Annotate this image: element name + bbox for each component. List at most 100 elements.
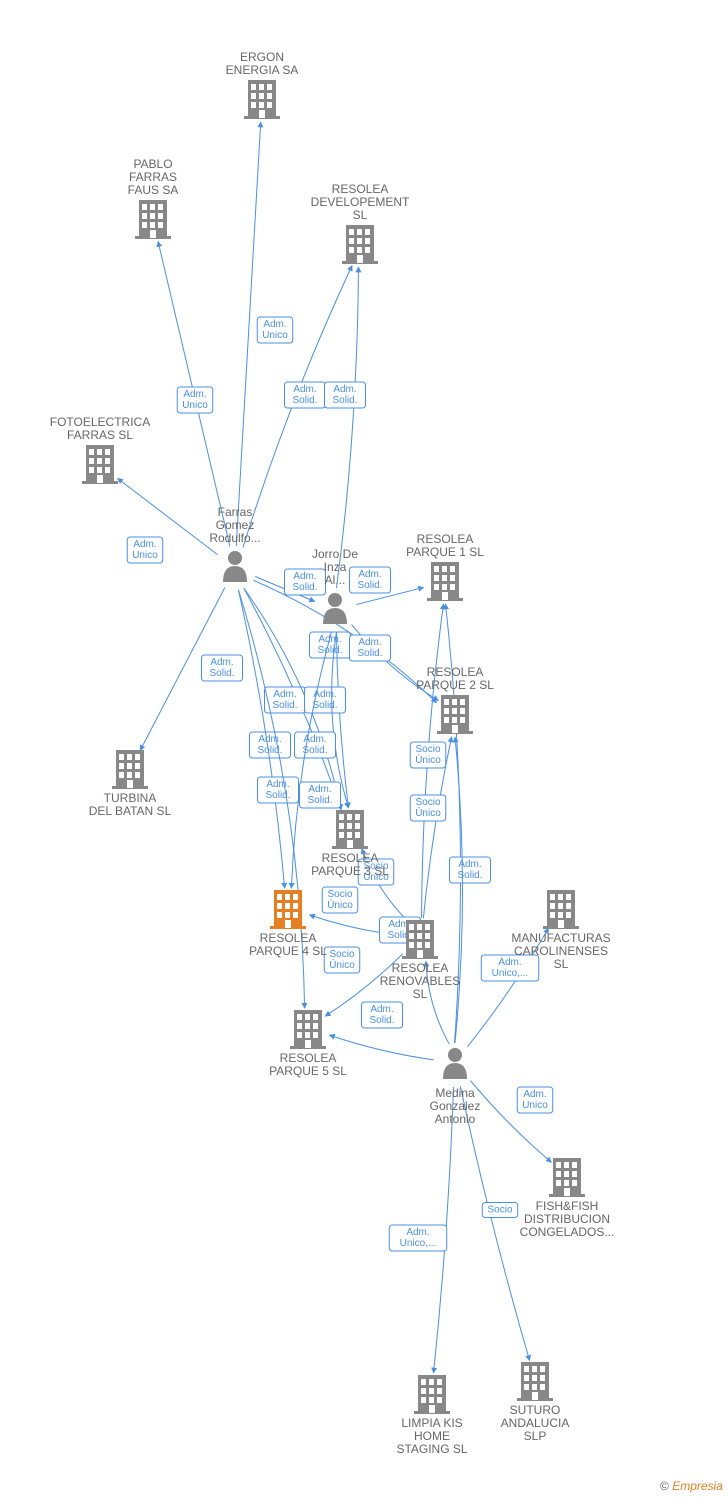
edge-label: Unico [262, 330, 288, 341]
node-label: ENERGIA SA [226, 63, 299, 77]
edge-label: Adm. [406, 1227, 429, 1238]
edge [455, 737, 463, 1043]
node-label: TURBINA [104, 791, 157, 805]
node-fotoelectrica[interactable]: FOTOELECTRICAFARRAS SL [50, 415, 150, 484]
node-label: RESOLEA [417, 532, 474, 546]
node-label: PARQUE 2 SL [416, 678, 494, 692]
node-label: SL [554, 957, 569, 971]
edge [460, 1086, 529, 1360]
node-label: Al... [325, 573, 346, 587]
edge-label: Adm. [358, 569, 381, 580]
node-ergon[interactable]: ERGONENERGIA SA [226, 50, 299, 119]
node-parque2[interactable]: RESOLEAPARQUE 2 SL [416, 665, 494, 734]
edge-label: Solid. [292, 582, 317, 593]
node-parque5[interactable]: RESOLEAPARQUE 5 SL [269, 1010, 347, 1078]
edge-label: Adm. [370, 1004, 393, 1015]
edge [291, 632, 331, 889]
edge-label: Adm. [308, 784, 331, 795]
edge-label: Adm. [293, 384, 316, 395]
node-label: SL [353, 208, 368, 222]
edge-label: Solid. [369, 1015, 394, 1026]
edge-label: Adm. [293, 571, 316, 582]
node-label: Rodulfo... [209, 531, 260, 545]
node-label: Gomez [216, 518, 255, 532]
node-label: Inza [324, 560, 347, 574]
edge-label: Adm. [263, 319, 286, 330]
edge-label: Socio [415, 797, 440, 808]
edge-label: Unico,... [400, 1238, 437, 1249]
edge-label: Solid. [272, 700, 297, 711]
node-label: FAUS SA [128, 183, 179, 197]
edge-label: Único [415, 806, 441, 819]
edge-label: Adm. [358, 637, 381, 648]
edge-label: Unico [522, 1100, 548, 1111]
node-label: SL [413, 987, 428, 1001]
network-graph: Adm.UnicoAdm.UnicoAdm.Solid.Adm.UnicoAdm… [0, 0, 728, 1500]
edge-label: Unico,... [492, 968, 529, 979]
node-limpia[interactable]: LIMPIA KISHOMESTAGING SL [396, 1375, 467, 1456]
edge-label: Adm. [266, 779, 289, 790]
node-label: PARQUE 3 SL [311, 864, 389, 878]
node-parque1[interactable]: RESOLEAPARQUE 1 SL [406, 532, 484, 601]
node-label: Gonzalez [430, 1099, 481, 1113]
edge-label: Único [329, 958, 355, 971]
node-label: RESOLEA [332, 182, 389, 196]
edge-label: Único [415, 753, 441, 766]
edge [329, 1035, 433, 1060]
edge-label: Adm. [258, 734, 281, 745]
edge-label: Único [327, 898, 353, 911]
edge [337, 267, 359, 588]
edge-label: Socio [487, 1205, 512, 1216]
node-label: RESOLEA [260, 931, 317, 945]
node-label: ERGON [240, 50, 284, 64]
node-medina[interactable]: MedinaGonzalezAntonio [430, 1048, 481, 1126]
node-label: RENOVABLES [380, 974, 460, 988]
node-parque4[interactable]: RESOLEAPARQUE 4 SL [249, 890, 327, 958]
node-label: DISTRIBUCION [524, 1212, 610, 1226]
node-fishfish[interactable]: FISH&FISHDISTRIBUCIONCONGELADOS... [520, 1158, 615, 1239]
node-resolea_dev[interactable]: RESOLEADEVELOPEMENTSL [311, 182, 410, 264]
edge-label: Adm. [498, 957, 521, 968]
node-label: SLP [524, 1429, 547, 1443]
copyright: © Empresia [660, 1479, 723, 1493]
node-label: PARQUE 4 SL [249, 944, 327, 958]
edge-label: Solid. [317, 645, 342, 656]
node-suturo[interactable]: SUTUROANDALUCIASLP [501, 1362, 570, 1443]
node-label: Antonio [435, 1112, 476, 1126]
edge-label: Adm. [273, 689, 296, 700]
edge-label: Adm. [133, 539, 156, 550]
edge-label: Solid. [332, 395, 357, 406]
edge-label: Adm. [523, 1089, 546, 1100]
node-label: RESOLEA [280, 1051, 337, 1065]
edge-label: Adm. [333, 384, 356, 395]
node-label: SUTURO [510, 1403, 561, 1417]
node-label: Medina [435, 1086, 475, 1100]
node-label: MANUFACTURAS [511, 931, 610, 945]
edge-label: Solid. [312, 700, 337, 711]
node-label: STAGING SL [396, 1442, 467, 1456]
edge-label: Socio [327, 889, 352, 900]
edge-label: Unico [132, 550, 158, 561]
edge-label: Solid. [209, 668, 234, 679]
edge-label: Adm. [183, 389, 206, 400]
node-turbina[interactable]: TURBINADEL BATAN SL [89, 750, 172, 818]
node-label: DEL BATAN SL [89, 804, 172, 818]
edge-label: Solid. [457, 870, 482, 881]
node-label: PARQUE 5 SL [269, 1064, 347, 1078]
edges-layer: Adm.UnicoAdm.UnicoAdm.Solid.Adm.UnicoAdm… [117, 122, 552, 1373]
node-label: Jorro De [312, 547, 358, 561]
node-label: HOME [414, 1429, 450, 1443]
node-label: Farras [218, 505, 253, 519]
node-parque3[interactable]: RESOLEAPARQUE 3 SL [311, 810, 389, 878]
node-label: FARRAS [129, 170, 177, 184]
node-label: LIMPIA KIS [401, 1416, 462, 1430]
node-label: FOTOELECTRICA [50, 415, 150, 429]
node-label: ANDALUCIA [501, 1416, 570, 1430]
edge-label: Unico [182, 400, 208, 411]
node-label: FISH&FISH [536, 1199, 599, 1213]
node-label: RESOLEA [427, 665, 484, 679]
node-pablo[interactable]: PABLOFARRASFAUS SA [128, 157, 179, 239]
edge-label: Socio [329, 949, 354, 960]
edge-label: Solid. [357, 648, 382, 659]
node-label: RESOLEA [392, 961, 449, 975]
